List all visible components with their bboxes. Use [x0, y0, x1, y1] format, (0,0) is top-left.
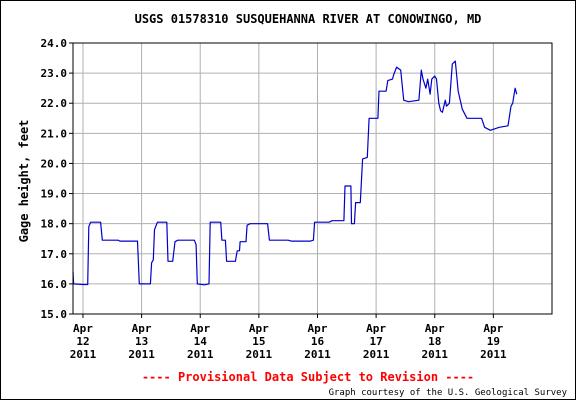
x-tick-labels: Apr122011Apr132011Apr142011Apr152011Apr1… [70, 314, 507, 361]
x-tick-label: Apr [425, 322, 445, 335]
y-axis-label: Gage height, feet [17, 120, 31, 243]
x-tick-label: 19 [487, 335, 500, 348]
x-tick-label: 2011 [70, 348, 97, 361]
x-tick-label: Apr [190, 322, 210, 335]
x-tick-label: 17 [369, 335, 382, 348]
courtesy-credit: Graph courtesy of the U.S. Geological Su… [329, 388, 568, 398]
x-tick-label: 2011 [246, 348, 273, 361]
y-tick-label: 22.0 [41, 97, 68, 110]
x-tick-label: 2011 [187, 348, 214, 361]
x-tick-label: 13 [135, 335, 148, 348]
x-tick-label: Apr [73, 322, 93, 335]
x-tick-label: Apr [483, 322, 503, 335]
x-tick-label: 14 [194, 335, 208, 348]
y-tick-labels: 15.0 16.0 17.0 18.0 19.0 20.0 21.0 22.0 23.0 24.0 [41, 37, 73, 321]
x-tick-label: 15 [252, 335, 265, 348]
y-tick-label: 19.0 [41, 188, 68, 201]
x-tick-label: 16 [311, 335, 325, 348]
series-layer [72, 60, 518, 286]
plot-area-border [72, 42, 553, 315]
grid-lines [73, 42, 552, 315]
provisional-notice: ---- Provisional Data Subject to Revisio… [142, 370, 474, 384]
chart-title: USGS 01578310 SUSQUEHANNA RIVER AT CONOW… [135, 12, 482, 26]
series-line [72, 60, 518, 286]
x-tick-label: 2011 [363, 348, 390, 361]
y-tick-label: 16.0 [41, 278, 68, 291]
y-tick-label: 23.0 [41, 67, 68, 80]
y-tick-label: 20.0 [41, 157, 68, 170]
y-tick-label: 24.0 [41, 37, 68, 50]
x-tick-label: Apr [249, 322, 269, 335]
x-tick-label: Apr [132, 322, 152, 335]
x-tick-label: 2011 [128, 348, 155, 361]
y-tick-label: 17.0 [41, 248, 68, 261]
x-tick-label: Apr [308, 322, 328, 335]
x-tick-label: 2011 [480, 348, 507, 361]
y-tick-label: 18.0 [41, 218, 68, 231]
y-tick-label: 21.0 [41, 127, 68, 140]
x-tick-label: 12 [76, 335, 89, 348]
x-tick-label: 18 [428, 335, 441, 348]
x-tick-label: Apr [366, 322, 386, 335]
y-tick-label: 15.0 [41, 308, 68, 321]
x-tick-label: 2011 [421, 348, 448, 361]
x-tick-label: 2011 [304, 348, 331, 361]
